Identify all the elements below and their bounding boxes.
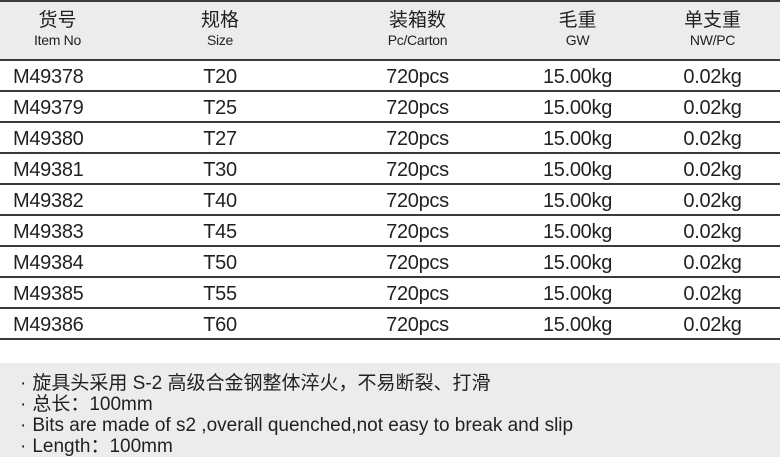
cell-gross-weight: 15.00kg bbox=[542, 128, 613, 150]
cell-size: T60 bbox=[203, 314, 237, 336]
note-line: · 旋具头采用 S-2 高级合金钢整体淬火，不易断裂、打滑 bbox=[0, 373, 780, 394]
cell-pc-carton: 720pcs bbox=[386, 190, 449, 212]
header-gross-weight: 毛重 GW bbox=[510, 2, 645, 59]
header-en: Pc/Carton bbox=[387, 32, 448, 48]
cell-size: T40 bbox=[203, 190, 237, 212]
header-en: GW bbox=[565, 32, 590, 48]
cell-pc-carton: 720pcs bbox=[386, 97, 449, 119]
note-line: · 总长：100mm bbox=[0, 394, 780, 415]
notes-box: · 旋具头采用 S-2 高级合金钢整体淬火，不易断裂、打滑 · 总长：100mm · Bi… bbox=[0, 363, 780, 457]
header-en: Item No bbox=[34, 32, 81, 48]
bullet-icon: · bbox=[20, 436, 27, 457]
cell-item-no: M49383 bbox=[13, 221, 84, 243]
cell-pc-carton: 720pcs bbox=[386, 221, 449, 243]
table-row: M49383 T45 720pcs 15.00kg 0.02kg bbox=[0, 216, 780, 247]
cell-item-no: M49384 bbox=[13, 252, 84, 274]
note-line: · Length：100mm bbox=[0, 436, 780, 457]
cell-size: T25 bbox=[203, 97, 237, 119]
table-row: M49378 T20 720pcs 15.00kg 0.02kg bbox=[0, 61, 780, 92]
cell-pc-carton: 720pcs bbox=[386, 314, 449, 336]
cell-net-weight: 0.02kg bbox=[683, 314, 742, 336]
table-row: M49382 T40 720pcs 15.00kg 0.02kg bbox=[0, 185, 780, 216]
note-line: · Bits are made of s2 ,overall quenched,n… bbox=[0, 415, 780, 436]
cell-size: T30 bbox=[203, 159, 237, 181]
header-item-no: 货号 Item No bbox=[0, 2, 115, 59]
cell-pc-carton: 720pcs bbox=[386, 128, 449, 150]
header-zh: 装箱数 bbox=[388, 10, 446, 31]
cell-gross-weight: 15.00kg bbox=[542, 283, 613, 305]
cell-gross-weight: 15.00kg bbox=[542, 190, 613, 212]
cell-size: T45 bbox=[203, 221, 237, 243]
cell-gross-weight: 15.00kg bbox=[542, 314, 613, 336]
cell-gross-weight: 15.00kg bbox=[542, 97, 613, 119]
cell-item-no: M49379 bbox=[13, 97, 84, 119]
cell-net-weight: 0.02kg bbox=[683, 97, 742, 119]
cell-pc-carton: 720pcs bbox=[386, 283, 449, 305]
cell-item-no: M49380 bbox=[13, 128, 84, 150]
header-zh: 货号 bbox=[38, 10, 77, 31]
cell-gross-weight: 15.00kg bbox=[542, 252, 613, 274]
note-text: Length：100mm bbox=[32, 436, 173, 457]
header-net-weight: 单支重 NW/PC bbox=[645, 2, 780, 59]
header-en: NW/PC bbox=[689, 32, 736, 48]
cell-net-weight: 0.02kg bbox=[683, 221, 742, 243]
table-row: M49384 T50 720pcs 15.00kg 0.02kg bbox=[0, 247, 780, 278]
cell-item-no: M49381 bbox=[13, 159, 84, 181]
cell-gross-weight: 15.00kg bbox=[542, 159, 613, 181]
header-zh: 毛重 bbox=[558, 10, 597, 31]
bullet-icon: · bbox=[20, 394, 27, 415]
cell-net-weight: 0.02kg bbox=[683, 252, 742, 274]
cell-size: T50 bbox=[203, 252, 237, 274]
cell-net-weight: 0.02kg bbox=[683, 159, 742, 181]
header-zh: 单支重 bbox=[683, 10, 741, 31]
header-zh: 规格 bbox=[200, 10, 239, 31]
header-size: 规格 Size bbox=[115, 2, 325, 59]
table-row: M49386 T60 720pcs 15.00kg 0.02kg bbox=[0, 309, 780, 340]
cell-net-weight: 0.02kg bbox=[683, 190, 742, 212]
cell-net-weight: 0.02kg bbox=[683, 283, 742, 305]
cell-item-no: M49378 bbox=[13, 66, 84, 88]
note-text: Bits are made of s2 ,overall quenched,no… bbox=[32, 415, 574, 436]
cell-net-weight: 0.02kg bbox=[683, 66, 742, 88]
cell-pc-carton: 720pcs bbox=[386, 66, 449, 88]
bullet-icon: · bbox=[20, 415, 27, 436]
cell-size: T55 bbox=[203, 283, 237, 305]
cell-net-weight: 0.02kg bbox=[683, 128, 742, 150]
cell-size: T20 bbox=[203, 66, 237, 88]
bullet-icon: · bbox=[20, 373, 27, 394]
note-text: 旋具头采用 S-2 高级合金钢整体淬火，不易断裂、打滑 bbox=[32, 373, 491, 394]
table-row: M49379 T25 720pcs 15.00kg 0.02kg bbox=[0, 92, 780, 123]
header-en: Size bbox=[206, 32, 234, 48]
cell-item-no: M49386 bbox=[13, 314, 84, 336]
table-row: M49380 T27 720pcs 15.00kg 0.02kg bbox=[0, 123, 780, 154]
header-pc-carton: 装箱数 Pc/Carton bbox=[325, 2, 510, 59]
spec-table: 货号 Item No 规格 Size 装箱数 Pc/Carton 毛重 GW 单支重 NW/PC … bbox=[0, 0, 780, 340]
table-row: M49385 T55 720pcs 15.00kg 0.02kg bbox=[0, 278, 780, 309]
cell-item-no: M49382 bbox=[13, 190, 84, 212]
table-row: M49381 T30 720pcs 15.00kg 0.02kg bbox=[0, 154, 780, 185]
table-header: 货号 Item No 规格 Size 装箱数 Pc/Carton 毛重 GW 单支重 NW/PC bbox=[0, 2, 780, 61]
cell-gross-weight: 15.00kg bbox=[542, 66, 613, 88]
note-text: 总长：100mm bbox=[32, 394, 153, 415]
cell-item-no: M49385 bbox=[13, 283, 84, 305]
cell-size: T27 bbox=[203, 128, 237, 150]
cell-pc-carton: 720pcs bbox=[386, 252, 449, 274]
cell-gross-weight: 15.00kg bbox=[542, 221, 613, 243]
cell-pc-carton: 720pcs bbox=[386, 159, 449, 181]
